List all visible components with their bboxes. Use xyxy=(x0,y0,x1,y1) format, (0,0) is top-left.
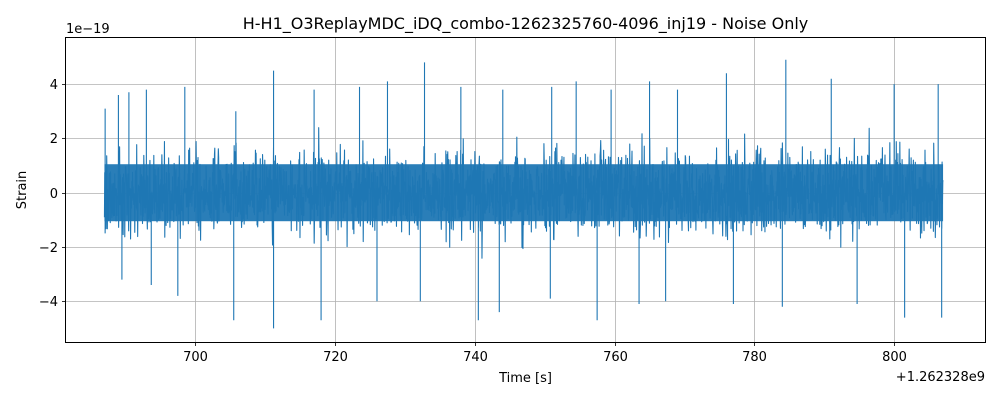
chart-title: H-H1_O3ReplayMDC_iDQ_combo-1262325760-40… xyxy=(243,14,809,34)
plot-frame xyxy=(65,37,986,343)
x-tick-label: 780 xyxy=(742,350,767,365)
x-tick-label: 740 xyxy=(463,350,488,365)
y-scale-label: 1e−19 xyxy=(66,22,110,37)
series-core-band xyxy=(104,164,944,222)
y-axis-label: Strain xyxy=(15,171,30,210)
x-tick-label: 800 xyxy=(882,350,907,365)
x-tick-label: 760 xyxy=(603,350,628,365)
x-axis-label: Time [s] xyxy=(498,371,552,386)
data-layer xyxy=(103,59,944,329)
tick-layer: 700 720 740 760 780 800 −4 −2 0 2 4 xyxy=(39,78,907,365)
y-tick-label: 0 xyxy=(50,187,58,202)
y-tick-label: −4 xyxy=(39,295,58,310)
x-offset-label: +1.262328e9 xyxy=(896,370,985,385)
y-tick-label: 4 xyxy=(50,78,58,93)
x-tick-label: 700 xyxy=(183,350,208,365)
x-tick-label: 720 xyxy=(323,350,348,365)
y-tick-label: 2 xyxy=(50,132,58,147)
y-tick-label: −2 xyxy=(39,241,58,256)
